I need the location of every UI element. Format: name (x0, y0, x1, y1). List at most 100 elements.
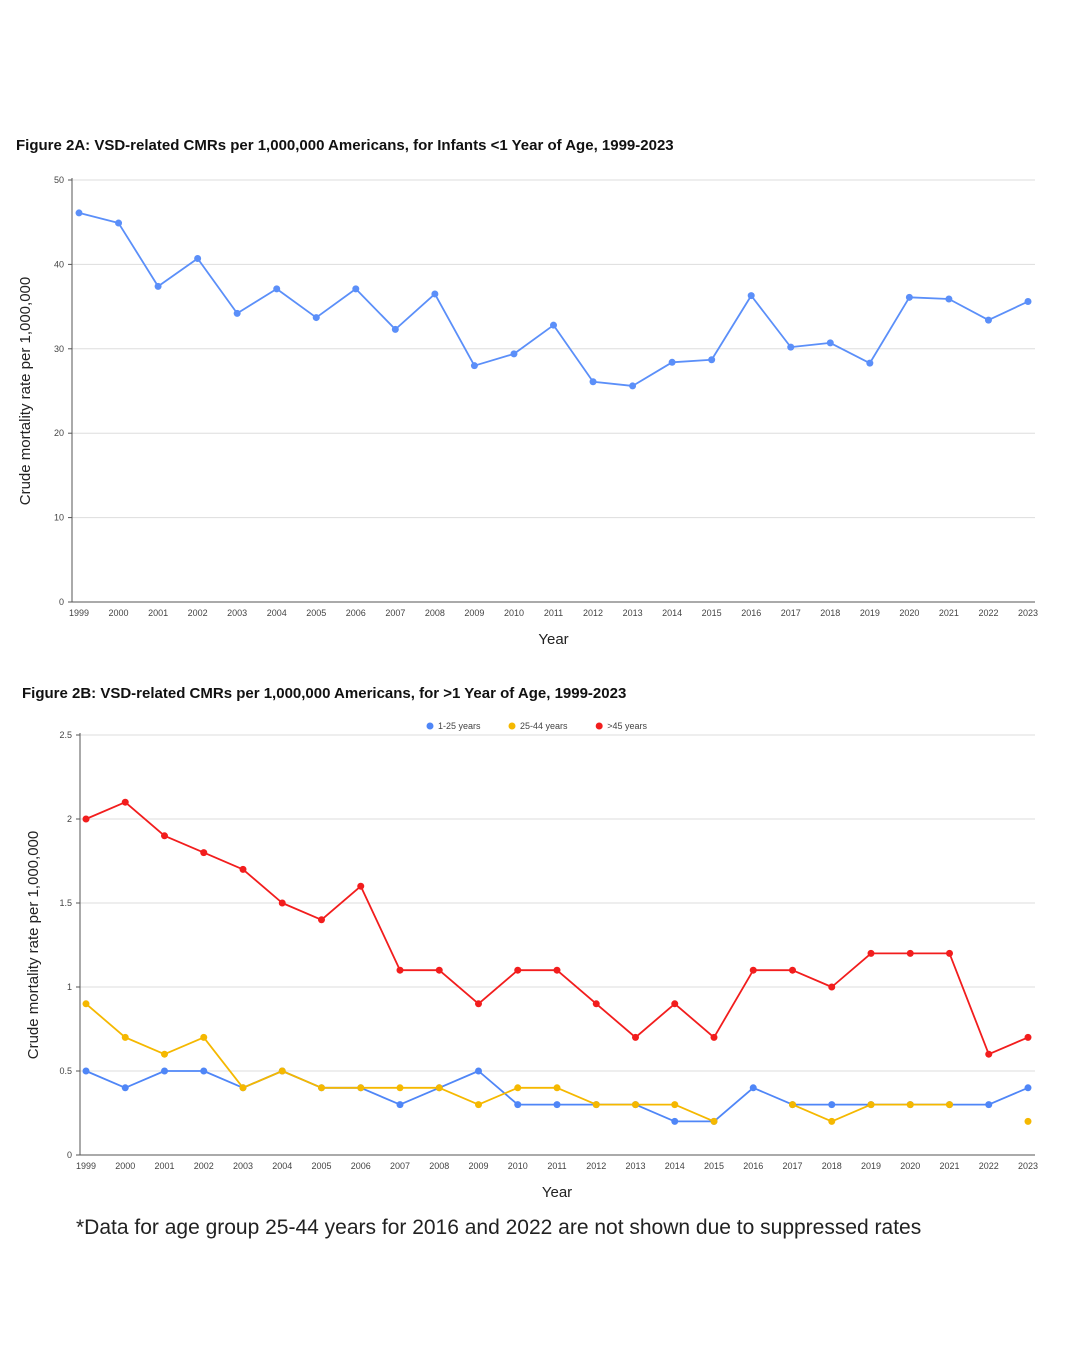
data-point-25-44-years (867, 1101, 875, 1109)
x-tick-label: 2013 (625, 1161, 645, 1171)
data-point-1-year (984, 316, 992, 324)
series-line-45-years (85, 801, 1029, 1056)
x-tick-label: 2020 (900, 1161, 920, 1171)
data-point-45-years (435, 966, 443, 974)
data-point-1-25-years (121, 1084, 129, 1092)
x-tick-label: 2021 (939, 608, 959, 618)
figure-2a-chart: 0 10 20 30 40 50 1999 2000 2001 2002 2003 2004 2005 2… (17, 175, 1038, 648)
data-point-25-44-years (357, 1084, 365, 1092)
data-point-45-years (278, 899, 286, 907)
data-point-45-years (357, 882, 365, 890)
data-point-25-44-years (553, 1084, 561, 1092)
x-tick-label: 2015 (704, 1161, 724, 1171)
data-point-25-44-years (789, 1101, 796, 1109)
x-tick-label: 2016 (741, 608, 761, 618)
data-point-25-44-years (671, 1101, 679, 1109)
data-point-25-44-years (121, 1033, 129, 1041)
data-point-25-44-years (82, 1000, 90, 1008)
x-tick-label: 2022 (979, 1161, 999, 1171)
legend-label-45-years: >45 years (607, 721, 647, 731)
data-point-45-years (553, 966, 561, 974)
data-point-1-year (391, 325, 399, 333)
y-tick-label: 1 (67, 982, 72, 992)
x-tick-label: 2004 (272, 1161, 292, 1171)
x-tick-label: 2006 (351, 1161, 371, 1171)
data-point-1-year (787, 343, 795, 351)
x-tick-label: 2013 (623, 608, 643, 618)
data-point-25-44-years (239, 1084, 247, 1092)
data-point-1-year (905, 293, 913, 301)
data-point-1-year (470, 362, 478, 370)
data-point-25-44-years (906, 1101, 914, 1109)
data-point-25-44-years (200, 1033, 208, 1041)
y-tick-label: 0 (67, 1150, 72, 1160)
data-point-1-25-years (985, 1101, 993, 1109)
x-tick-label: 2019 (860, 608, 880, 618)
data-point-45-years (592, 1000, 600, 1008)
data-point-1-year (233, 309, 241, 317)
x-tick-label: 2011 (544, 608, 563, 618)
series-line-1-25-years (85, 1070, 1029, 1123)
data-point-45-years (985, 1050, 993, 1058)
series-line-1-year (78, 212, 1029, 387)
x-tick-label: 2012 (586, 1161, 606, 1171)
y-tick-label: 2.5 (59, 730, 72, 740)
x-tick-label: 2022 (978, 608, 998, 618)
data-point-25-44-years (475, 1101, 482, 1109)
data-point-1-year (826, 339, 834, 347)
data-point-1-year (747, 292, 755, 300)
data-point-45-years (121, 798, 129, 806)
data-point-45-years (1024, 1033, 1032, 1041)
data-point-1-25-years (200, 1067, 208, 1075)
x-tick-label: 2001 (148, 608, 168, 618)
x-tick-label: 2003 (233, 1161, 253, 1171)
y-axis-title: Crude mortality rate per 1,000,000 (25, 831, 42, 1059)
x-tick-label: 2016 (743, 1161, 763, 1171)
data-point-45-years (396, 966, 404, 974)
x-tick-label: 1999 (69, 608, 89, 618)
data-point-25-44-years (632, 1101, 639, 1109)
x-tick-label: 2000 (115, 1161, 135, 1171)
data-point-25-44-years (592, 1101, 600, 1109)
data-point-25-44-years (396, 1084, 404, 1092)
y-tick-label: 0.5 (59, 1066, 72, 1076)
y-tick-label: 1.5 (59, 898, 72, 908)
y-axis-title: Crude mortality rate per 1,000,000 (17, 277, 34, 505)
x-tick-label: 2009 (464, 608, 484, 618)
data-point-45-years (200, 849, 208, 857)
x-tick-label: 2023 (1018, 1161, 1038, 1171)
data-point-1-25-years (161, 1067, 168, 1075)
data-point-45-years (632, 1033, 639, 1041)
data-point-1-25-years (514, 1101, 522, 1109)
data-point-1-25-years (1024, 1084, 1032, 1092)
legend-marker-25-44-years (508, 722, 516, 730)
data-point-1-year (194, 254, 202, 262)
data-point-1-25-years (475, 1067, 482, 1075)
x-axis-title: Year (538, 631, 568, 648)
data-point-1-year (312, 314, 320, 322)
data-point-1-year (510, 350, 518, 358)
data-point-45-years (161, 832, 168, 840)
x-tick-label: 2006 (346, 608, 366, 618)
data-point-45-years (867, 949, 875, 957)
legend-label-25-44-years: 25-44 years (520, 721, 568, 731)
data-point-1-year (550, 321, 557, 329)
x-tick-label: 2005 (311, 1161, 331, 1171)
x-tick-label: 2009 (468, 1161, 488, 1171)
x-tick-label: 2004 (267, 608, 287, 618)
figure-2b-chart: 0 0.5 1 1.5 2 2.5 1999 2000 2001 2002 2003 2004 2005… (25, 721, 1038, 1201)
data-point-1-year (629, 382, 637, 390)
data-point-25-44-years (946, 1101, 953, 1109)
data-point-25-44-years (710, 1117, 718, 1125)
data-point-45-years (946, 949, 953, 957)
data-point-45-years (906, 949, 914, 957)
footnote: *Data for age group 25-44 years for 2016… (76, 1216, 922, 1239)
legend-label-1-25-years: 1-25 years (438, 721, 481, 731)
data-point-45-years (318, 916, 325, 924)
x-tick-label: 2001 (154, 1161, 174, 1171)
x-tick-label: 2020 (899, 608, 919, 618)
x-tick-label: 1999 (76, 1161, 96, 1171)
figure-2b-title: Figure 2B: VSD-related CMRs per 1,000,00… (22, 685, 627, 702)
data-point-1-year (1024, 298, 1032, 306)
x-tick-label: 2021 (939, 1161, 959, 1171)
